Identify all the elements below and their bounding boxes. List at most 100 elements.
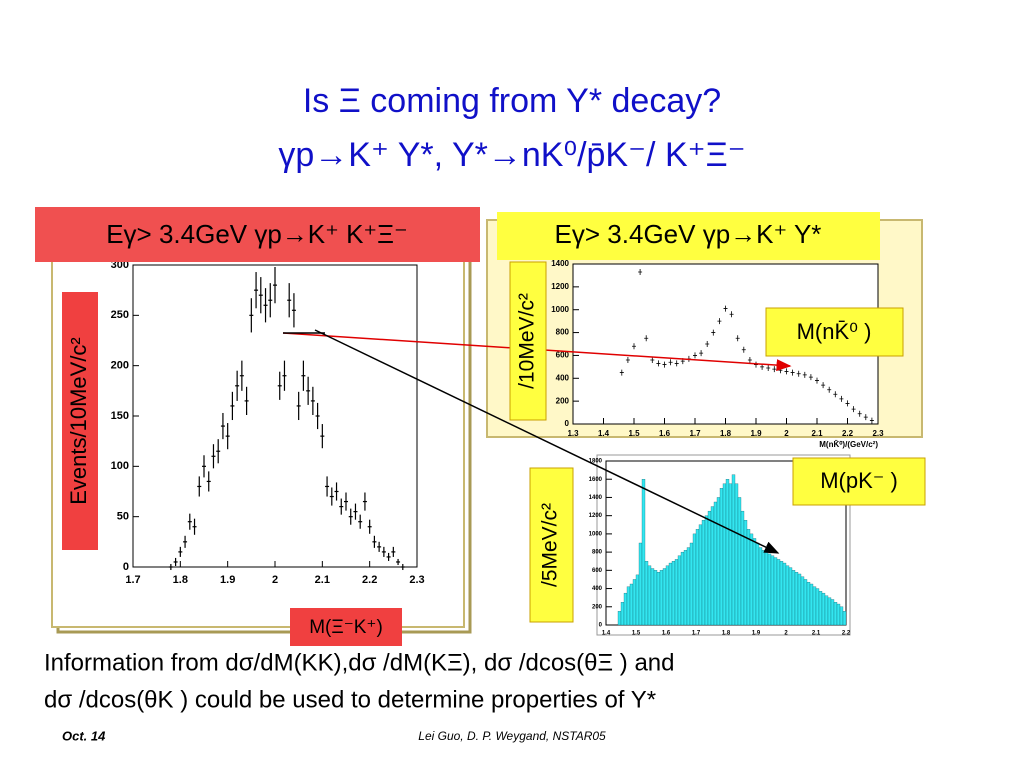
x-tick-label: 2.2 bbox=[842, 429, 854, 438]
right-top-ylabel: /10MeV/c² bbox=[516, 293, 539, 389]
bar bbox=[701, 520, 706, 626]
y-tick-label: 600 bbox=[592, 568, 603, 574]
bar bbox=[617, 611, 622, 626]
bar bbox=[680, 551, 685, 626]
bar bbox=[674, 559, 679, 626]
data-point bbox=[815, 377, 819, 384]
x-tick-label: 1.7 bbox=[125, 574, 140, 586]
bar bbox=[707, 510, 712, 626]
data-point bbox=[827, 386, 832, 393]
bar bbox=[815, 588, 820, 626]
right-bottom-annotation: M(pK⁻ ) bbox=[820, 468, 898, 493]
right-bottom-ylabel-box bbox=[529, 467, 574, 623]
x-tick-label: 1.9 bbox=[752, 631, 761, 637]
bar bbox=[764, 551, 769, 626]
bar bbox=[620, 602, 625, 626]
data-point bbox=[638, 269, 643, 275]
left-ylabel-box bbox=[62, 292, 98, 550]
x-tick-label: 1.9 bbox=[750, 429, 762, 438]
data-point bbox=[644, 335, 649, 342]
footer-authors: Lei Guo, D. P. Weygand, NSTAR05 bbox=[418, 729, 606, 743]
left-xlabel: M(Ξ⁻K⁺) bbox=[309, 617, 383, 638]
x-tick-label: 2.1 bbox=[812, 631, 821, 637]
y-tick-label: 200 bbox=[592, 604, 603, 610]
y-tick-label: 50 bbox=[117, 511, 129, 523]
data-point bbox=[674, 360, 679, 367]
body-line1: Information from dσ/dM(KK),dσ /dM(KΞ), d… bbox=[44, 649, 675, 676]
bar bbox=[656, 572, 661, 626]
bar bbox=[839, 606, 844, 626]
bar bbox=[719, 488, 724, 626]
x-tick-label: 1.5 bbox=[632, 631, 641, 637]
bar bbox=[785, 565, 790, 626]
right-header: Eγ> 3.4GeV γp→K⁺ Y* bbox=[555, 219, 822, 249]
black-arrow bbox=[314, 329, 780, 554]
y-tick-label: 0 bbox=[599, 623, 603, 629]
bar bbox=[797, 573, 802, 626]
left-ylabel: Events/10MeV/c² bbox=[66, 337, 91, 505]
bar bbox=[713, 501, 718, 626]
x-tick-label: 2.2 bbox=[362, 574, 377, 586]
bar bbox=[782, 562, 787, 626]
bar bbox=[677, 555, 682, 626]
data-point bbox=[851, 406, 856, 413]
x-tick-label: 1.8 bbox=[722, 631, 731, 637]
bar bbox=[626, 586, 631, 626]
data-point bbox=[711, 329, 716, 336]
data-point bbox=[772, 366, 777, 373]
y-tick-label: 150 bbox=[111, 410, 129, 422]
y-tick-label: 800 bbox=[556, 328, 570, 337]
y-tick-label: 400 bbox=[556, 373, 570, 382]
bar bbox=[662, 568, 667, 626]
bar bbox=[773, 557, 778, 626]
bar bbox=[710, 506, 715, 626]
bar bbox=[824, 595, 829, 626]
bar bbox=[629, 583, 634, 626]
data-point bbox=[741, 346, 746, 353]
bar bbox=[836, 603, 841, 626]
footer-date: Oct. 14 bbox=[62, 728, 106, 743]
bar bbox=[704, 515, 709, 626]
title-line1: Is Ξ coming from Y* decay? bbox=[303, 82, 721, 120]
bar bbox=[776, 559, 781, 626]
x-tick-label: 2.3 bbox=[409, 574, 424, 586]
y-tick-label: 250 bbox=[111, 309, 129, 321]
bar bbox=[689, 542, 694, 626]
bar bbox=[818, 591, 823, 626]
bar bbox=[665, 565, 670, 626]
y-tick-label: 600 bbox=[556, 351, 570, 360]
x-tick-label: 1.4 bbox=[598, 429, 610, 438]
x-tick-label: 1.7 bbox=[689, 429, 701, 438]
bar bbox=[761, 550, 766, 626]
data-point bbox=[857, 410, 862, 417]
bar bbox=[806, 582, 811, 626]
bar bbox=[755, 542, 760, 626]
data-point bbox=[723, 305, 728, 312]
x-tick-label: 1.8 bbox=[173, 574, 188, 586]
y-tick-label: 1400 bbox=[551, 259, 569, 268]
y-tick-label: 1200 bbox=[551, 282, 569, 291]
data-point bbox=[619, 369, 624, 376]
data-point bbox=[650, 357, 655, 363]
bar bbox=[740, 510, 745, 626]
y-tick-label: 1600 bbox=[589, 477, 603, 483]
bar bbox=[728, 483, 733, 626]
x-tick-label: 2.3 bbox=[872, 429, 884, 438]
data-point bbox=[705, 341, 710, 347]
bar bbox=[794, 572, 799, 626]
x-tick-label: 1.9 bbox=[220, 574, 235, 586]
bar bbox=[812, 586, 817, 626]
x-tick-label: 1.7 bbox=[692, 631, 701, 637]
data-point bbox=[735, 335, 740, 342]
bar bbox=[623, 592, 628, 626]
bar bbox=[698, 524, 703, 626]
left-header-box bbox=[35, 207, 480, 262]
data-point bbox=[729, 311, 734, 318]
x-tick-label: 1.6 bbox=[659, 429, 671, 438]
y-tick-label: 1000 bbox=[551, 305, 569, 314]
right-top-annotation-box bbox=[765, 307, 904, 357]
x-tick-label: 1.8 bbox=[720, 429, 732, 438]
bar bbox=[722, 483, 727, 626]
y-tick-label: 200 bbox=[111, 360, 129, 372]
